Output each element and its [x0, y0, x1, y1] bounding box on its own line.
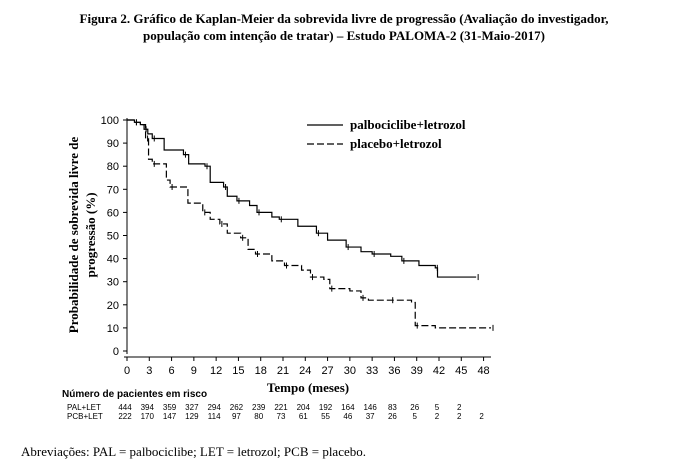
risk-value: 444	[118, 403, 132, 412]
y-tick-label: 100	[101, 115, 119, 127]
x-tick-label: 45	[455, 365, 467, 377]
figure-caption: Figura 2. Gráfico de Kaplan-Meier da sob…	[0, 10, 688, 44]
x-tick-label: 24	[299, 365, 311, 377]
risk-value: 97	[231, 412, 241, 421]
risk-value: 73	[276, 412, 286, 421]
risk-value: 146	[363, 403, 377, 412]
y-tick-label: 60	[107, 207, 119, 219]
risk-value: 37	[365, 412, 375, 421]
y-tick-label: 70	[107, 184, 119, 196]
y-tick-label: 90	[107, 138, 119, 150]
risk-value: 61	[298, 412, 308, 421]
risk-value: 114	[207, 412, 221, 421]
risk-value: 2	[457, 403, 462, 412]
risk-value: 359	[162, 403, 177, 412]
x-tick-label: 33	[366, 365, 378, 377]
risk-row-label: PAL+LET	[67, 403, 101, 412]
risk-value: 26	[410, 403, 420, 412]
risk-value: 164	[341, 403, 355, 412]
x-axis-label: Tempo (meses)	[267, 380, 349, 395]
legend-label-palbociclibe-letrozol: palbociclibe+letrozol	[350, 117, 466, 132]
legend-label-placebo-letrozol: placebo+letrozol	[350, 136, 442, 151]
risk-value: 26	[387, 412, 397, 421]
y-tick-label: 0	[113, 346, 119, 358]
risk-value: 129	[185, 412, 199, 421]
risk-value: 294	[207, 403, 221, 412]
x-tick-label: 0	[124, 365, 130, 377]
caption-line-2: população com intenção de tratar) – Estu…	[143, 28, 545, 43]
footnote: Abreviações: PAL = palbociclibe; LET = l…	[21, 444, 366, 459]
risk-value: 5	[434, 403, 440, 412]
risk-value: 80	[254, 412, 264, 421]
risk-value: 83	[387, 403, 397, 412]
y-axis-label-line-1: Probabilidade de sobrevida livre de	[66, 137, 81, 334]
risk-value: 239	[252, 403, 266, 412]
y-tick-label: 20	[107, 300, 119, 312]
risk-value: 204	[296, 403, 310, 412]
x-tick-label: 15	[232, 365, 244, 377]
series-line-palbociclibe-letrozol	[127, 119, 477, 278]
x-tick-label: 48	[477, 365, 489, 377]
x-tick-label: 9	[191, 365, 197, 377]
risk-table-title: Número de pacientes em risco	[62, 389, 208, 400]
x-tick-label: 6	[169, 365, 175, 377]
y-tick-label: 30	[107, 277, 119, 289]
y-tick-label: 80	[107, 161, 119, 173]
x-tick-label: 36	[388, 365, 400, 377]
risk-value: 5	[412, 412, 417, 421]
risk-value: 2	[457, 412, 462, 421]
risk-value: 192	[318, 403, 333, 412]
risk-value: 147	[162, 412, 177, 421]
x-tick-label: 12	[210, 365, 222, 377]
x-tick-label: 39	[411, 365, 423, 377]
x-tick-label: 3	[146, 365, 152, 377]
risk-value: 46	[343, 412, 353, 421]
risk-value: 170	[140, 412, 154, 421]
x-tick-label: 42	[433, 365, 445, 377]
caption-line-1: Figura 2. Gráfico de Kaplan-Meier da sob…	[79, 11, 609, 26]
y-axis-label-line-2: progressão (%)	[83, 192, 98, 277]
x-tick-label: 27	[321, 365, 333, 377]
x-tick-label: 18	[255, 365, 267, 377]
risk-value: 394	[140, 403, 154, 412]
series-line-placebo-letrozol	[127, 119, 491, 329]
y-tick-label: 40	[107, 254, 119, 266]
risk-value: 221	[274, 403, 288, 412]
x-tick-label: 21	[277, 365, 289, 377]
risk-value: 2	[434, 412, 440, 421]
risk-value: 222	[118, 412, 132, 421]
risk-value: 262	[229, 403, 244, 412]
y-tick-label: 10	[107, 323, 119, 335]
risk-value: 327	[185, 403, 199, 412]
risk-value: 55	[321, 412, 331, 421]
x-tick-label: 30	[344, 365, 356, 377]
risk-row-label: PCB+LET	[67, 412, 103, 421]
y-tick-label: 50	[107, 231, 119, 243]
risk-value: 2	[479, 412, 484, 421]
